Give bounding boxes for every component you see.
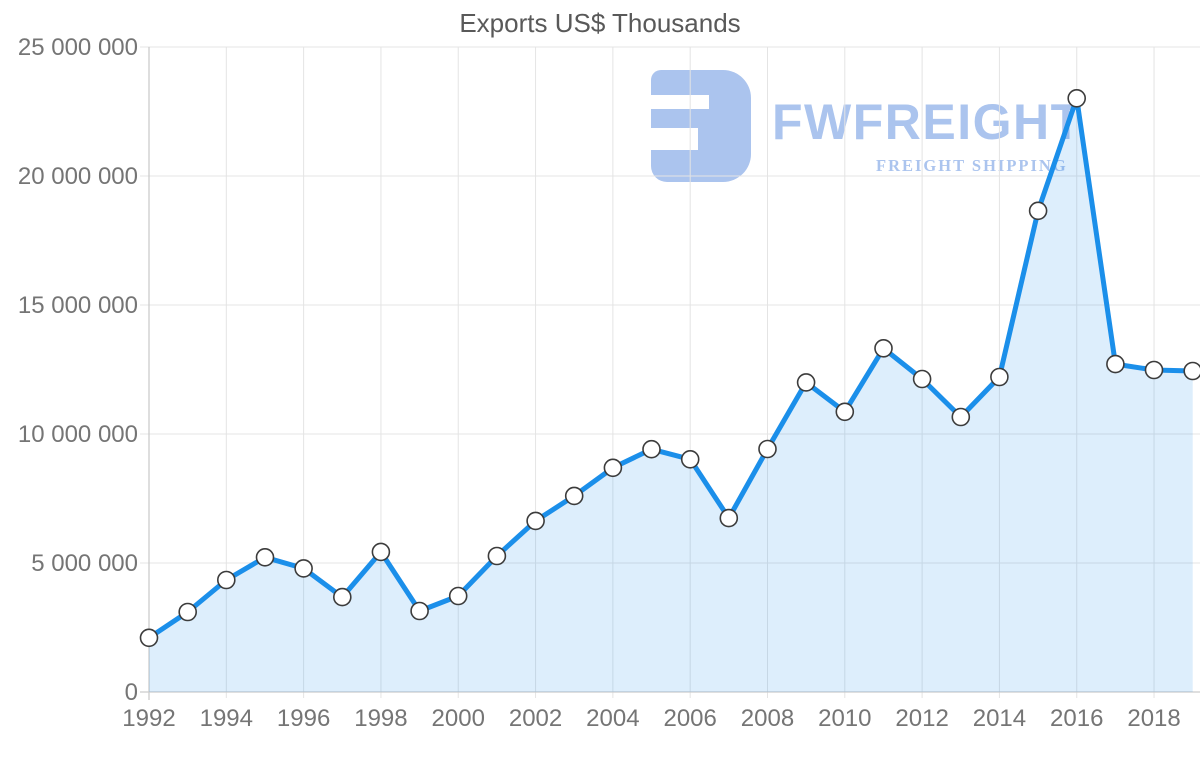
data-point-marker[interactable] bbox=[1028, 201, 1048, 221]
data-point-marker[interactable] bbox=[990, 367, 1009, 387]
y-axis-tick-label: 0 bbox=[125, 679, 138, 706]
series-line bbox=[146, 95, 1196, 641]
watermark-tagline-text: FREIGHT SHIPPING bbox=[876, 156, 1068, 175]
data-point-marker[interactable] bbox=[642, 439, 661, 459]
data-point-marker[interactable] bbox=[371, 542, 391, 562]
y-axis-tick-label: 15 000 000 bbox=[18, 292, 138, 319]
data-point-marker[interactable] bbox=[719, 508, 739, 528]
data-point-marker[interactable] bbox=[487, 546, 507, 566]
fwfreight-logo-icon bbox=[651, 70, 751, 182]
x-axis-tick-label: 2004 bbox=[586, 705, 639, 732]
watermark-brand-text: FWFREIGHT bbox=[772, 94, 1083, 150]
x-axis-tick-label: 1994 bbox=[200, 705, 253, 732]
data-point-marker[interactable] bbox=[217, 570, 236, 590]
y-axis-tick-label: 25 000 000 bbox=[18, 34, 138, 61]
data-point-marker[interactable] bbox=[835, 402, 855, 422]
chart-title: Exports US$ Thousands bbox=[459, 8, 741, 38]
data-point-marker[interactable] bbox=[526, 511, 545, 531]
data-point-marker[interactable] bbox=[178, 602, 197, 622]
x-axis-tick-label: 2010 bbox=[818, 705, 871, 732]
data-point-marker[interactable] bbox=[796, 373, 816, 392]
x-axis-tick-label: 1992 bbox=[122, 705, 175, 732]
data-point-marker[interactable] bbox=[255, 547, 275, 567]
x-axis-tick-label: 2012 bbox=[895, 705, 948, 732]
data-point-marker[interactable] bbox=[1067, 89, 1086, 108]
data-point-marker[interactable] bbox=[951, 407, 971, 427]
data-point-marker[interactable] bbox=[1106, 354, 1125, 374]
x-axis-tick-label: 2008 bbox=[741, 705, 794, 732]
x-axis-tick-label: 2016 bbox=[1050, 705, 1103, 732]
data-point-marker[interactable] bbox=[912, 369, 932, 389]
x-axis-tick-label: 2000 bbox=[432, 705, 485, 732]
y-axis-tick-label: 10 000 000 bbox=[18, 421, 138, 448]
data-point-marker[interactable] bbox=[139, 628, 159, 648]
data-point-marker[interactable] bbox=[603, 458, 623, 478]
data-point-marker[interactable] bbox=[410, 601, 429, 621]
y-axis-tick-label: 20 000 000 bbox=[18, 163, 138, 190]
data-point-marker[interactable] bbox=[680, 449, 700, 469]
logo-notch-bottom bbox=[651, 128, 698, 150]
series-area-fill bbox=[149, 98, 1193, 693]
logo-notch-top bbox=[651, 94, 709, 109]
data-point-marker[interactable] bbox=[1144, 360, 1164, 380]
x-axis-tick-label: 2014 bbox=[973, 705, 1026, 732]
x-axis-tick-label: 1998 bbox=[354, 705, 407, 732]
data-point-marker[interactable] bbox=[448, 586, 468, 606]
y-axis-tick-label: 5 000 000 bbox=[31, 550, 138, 577]
data-point-marker[interactable] bbox=[294, 559, 313, 578]
data-point-marker[interactable] bbox=[332, 587, 352, 607]
data-point-marker[interactable] bbox=[564, 486, 584, 506]
x-axis-tick-label: 2006 bbox=[663, 705, 716, 732]
x-axis-tick-label: 1996 bbox=[277, 705, 330, 732]
x-axis-tick-label: 2018 bbox=[1127, 705, 1180, 732]
data-point-marker[interactable] bbox=[758, 439, 777, 459]
data-point-marker[interactable] bbox=[874, 338, 893, 358]
x-axis-tick-label: 2002 bbox=[509, 705, 562, 732]
data-point-marker[interactable] bbox=[1183, 361, 1200, 381]
